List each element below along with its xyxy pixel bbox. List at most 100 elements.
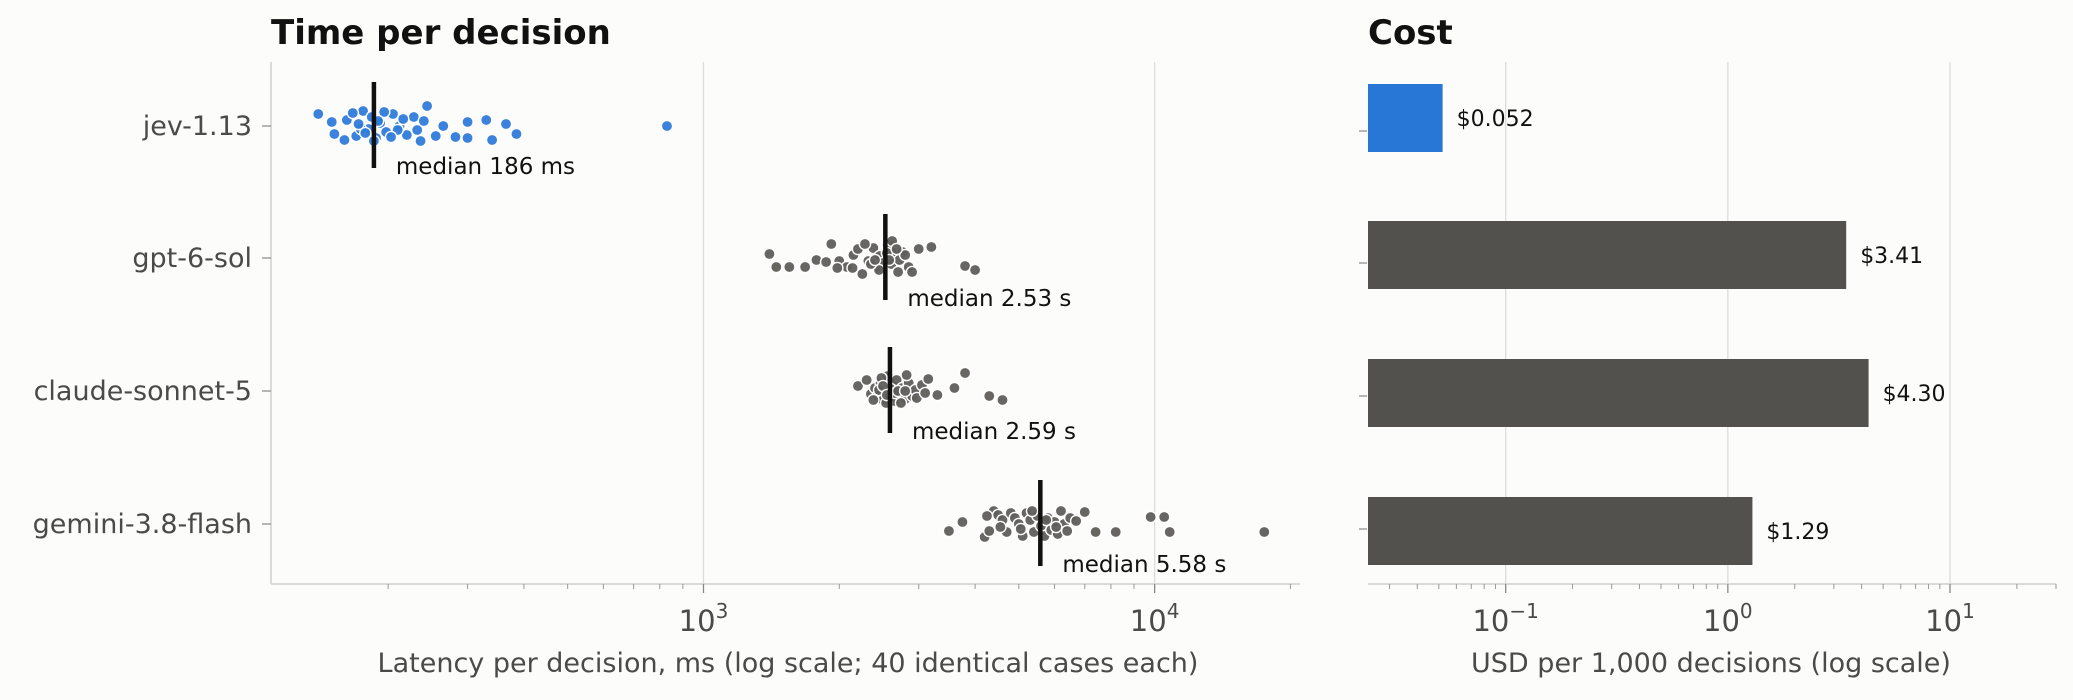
cost-tick-labels: 10−1 100 101 [1472, 599, 1974, 638]
latency-median-label: median 2.59 s [912, 419, 1076, 445]
latency-point [1014, 522, 1028, 536]
latency-points [311, 99, 1271, 544]
latency-point [420, 99, 434, 113]
latency-point [890, 242, 903, 256]
cost-bar [1368, 497, 1753, 565]
latency-point [868, 253, 882, 267]
latency-point [461, 131, 474, 145]
cost-axes [1359, 130, 2057, 593]
latency-point [819, 255, 833, 269]
latency-point [359, 126, 372, 140]
latency-point [410, 123, 424, 137]
latency-category-label: gemini-3.8-flash [33, 509, 252, 540]
cost-bar-label: $3.41 [1860, 244, 1923, 269]
latency-point [1089, 525, 1102, 539]
latency-point [1054, 504, 1068, 518]
latency-panel: Time per decision jev-1.13 gpt-6-sol claud… [33, 13, 1300, 679]
latency-axes [262, 62, 1300, 593]
latency-point [921, 372, 935, 386]
latency-point [1060, 524, 1074, 538]
latency-point [968, 263, 982, 277]
latency-point [891, 265, 905, 279]
latency-point [856, 267, 869, 281]
latency-point [763, 247, 776, 261]
latency-point [1078, 505, 1092, 519]
latency-point [867, 393, 880, 407]
latency-point [931, 388, 944, 402]
cost-bar [1368, 221, 1847, 289]
latency-point [851, 379, 865, 393]
cost-bar [1368, 84, 1443, 152]
latency-point [461, 115, 474, 129]
latency-point [479, 113, 493, 127]
latency-point [918, 386, 932, 400]
latency-point [338, 133, 351, 147]
latency-point [377, 105, 391, 119]
latency-median-label: median 2.53 s [907, 286, 1071, 312]
latency-category-label: claude-sonnet-5 [34, 376, 252, 407]
cost-panel: Cost $0.052 $3.41 $4.30 $1.29 10−1 100 101 US… [1359, 13, 2057, 679]
latency-chart-title: Time per decision [271, 13, 611, 53]
latency-point [429, 129, 443, 143]
latency-point [942, 524, 956, 538]
latency-point [994, 520, 1007, 534]
latency-point [982, 389, 996, 403]
cost-tick-label: 101 [1925, 599, 1975, 638]
latency-point [846, 261, 859, 275]
latency-point [898, 248, 912, 262]
latency-category-label: jev-1.13 [142, 111, 252, 142]
latency-point [912, 242, 926, 256]
latency-tick-label: 103 [679, 599, 729, 638]
latency-category-label: gpt-6-sol [132, 243, 252, 274]
latency-point [510, 127, 523, 141]
latency-point [948, 381, 961, 395]
cost-bar-label: $4.30 [1883, 382, 1946, 407]
latency-point [1157, 510, 1171, 524]
latency-x-axis-label: Latency per decision, ms (log scale; 40 … [378, 648, 1199, 679]
latency-point [982, 524, 996, 538]
latency-point [1025, 504, 1039, 518]
cost-tick-label: 100 [1703, 599, 1753, 638]
latency-point [1163, 525, 1177, 539]
cost-bars: $0.052 $3.41 $4.30 $1.29 [1368, 84, 1946, 565]
latency-point [980, 509, 994, 523]
latency-point [352, 117, 365, 131]
latency-point [436, 119, 450, 133]
latency-point [905, 265, 919, 279]
latency-point [660, 119, 674, 133]
latency-point [485, 133, 499, 147]
latency-point [1049, 520, 1063, 534]
latency-point [900, 368, 913, 382]
latency-point [1144, 510, 1157, 524]
latency-point [996, 393, 1009, 407]
latency-median-label: median 5.58 s [1062, 552, 1226, 578]
latency-point [325, 115, 339, 129]
latency-point [328, 127, 341, 141]
latency-point [860, 373, 873, 387]
latency-point [898, 384, 912, 398]
latency-median-label: median 186 ms [396, 154, 575, 180]
latency-tick-labels: 103 104 [679, 599, 1180, 638]
cost-tick-label: 10−1 [1472, 599, 1538, 638]
cost-x-axis-label: USD per 1,000 decisions (log scale) [1471, 648, 1951, 679]
latency-point [769, 260, 783, 274]
latency-point [858, 237, 872, 251]
latency-point [956, 515, 969, 529]
cost-bar [1368, 359, 1869, 427]
latency-point [831, 261, 844, 275]
latency-point [894, 396, 908, 410]
latency-point [1109, 525, 1123, 539]
latency-point [396, 112, 410, 126]
latency-point [1069, 514, 1083, 528]
latency-point [384, 130, 398, 144]
latency-point [417, 114, 431, 128]
cost-bar-label: $0.052 [1457, 107, 1534, 132]
latency-gridlines [702, 62, 1156, 584]
latency-point [346, 106, 360, 120]
cost-bar-label: $1.29 [1766, 520, 1829, 545]
latency-medians: median 186 ms median 2.53 s median 2.59 s m… [371, 82, 1226, 578]
latency-point [925, 240, 938, 254]
latency-point [824, 237, 838, 251]
latency-point [958, 366, 972, 380]
